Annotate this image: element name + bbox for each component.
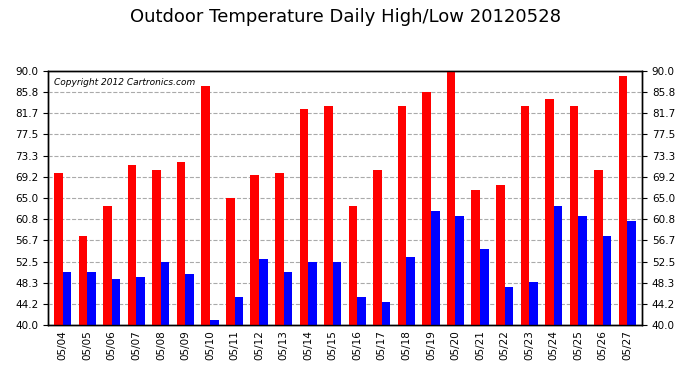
Bar [177,162,186,375]
Bar [422,92,431,375]
Bar [112,279,120,375]
Bar [201,86,210,375]
Bar [382,302,391,375]
Bar [186,274,194,375]
Bar [137,277,145,375]
Bar [104,206,112,375]
Bar [431,211,440,375]
Bar [627,221,636,375]
Text: Copyright 2012 Cartronics.com: Copyright 2012 Cartronics.com [54,78,195,87]
Bar [455,216,464,375]
Bar [235,297,243,375]
Bar [210,320,219,375]
Bar [63,272,71,375]
Bar [152,170,161,375]
Bar [250,175,259,375]
Bar [373,170,382,375]
Bar [299,109,308,375]
Bar [529,282,538,375]
Bar [308,262,317,375]
Bar [504,287,513,375]
Bar [397,106,406,375]
Bar [594,170,603,375]
Bar [226,198,235,375]
Bar [603,236,611,375]
Bar [545,99,553,375]
Bar [447,71,455,375]
Bar [520,106,529,375]
Bar [406,256,415,375]
Bar [471,190,480,375]
Bar [496,185,504,375]
Bar [348,206,357,375]
Bar [128,165,137,375]
Text: Outdoor Temperature Daily High/Low 20120528: Outdoor Temperature Daily High/Low 20120… [130,8,560,26]
Bar [357,297,366,375]
Bar [619,76,627,375]
Bar [284,272,293,375]
Bar [259,259,268,375]
Bar [324,106,333,375]
Bar [578,216,586,375]
Bar [161,262,170,375]
Bar [87,272,96,375]
Bar [480,249,489,375]
Bar [54,172,63,375]
Bar [79,236,87,375]
Bar [333,262,342,375]
Bar [553,206,562,375]
Bar [570,106,578,375]
Bar [275,172,284,375]
